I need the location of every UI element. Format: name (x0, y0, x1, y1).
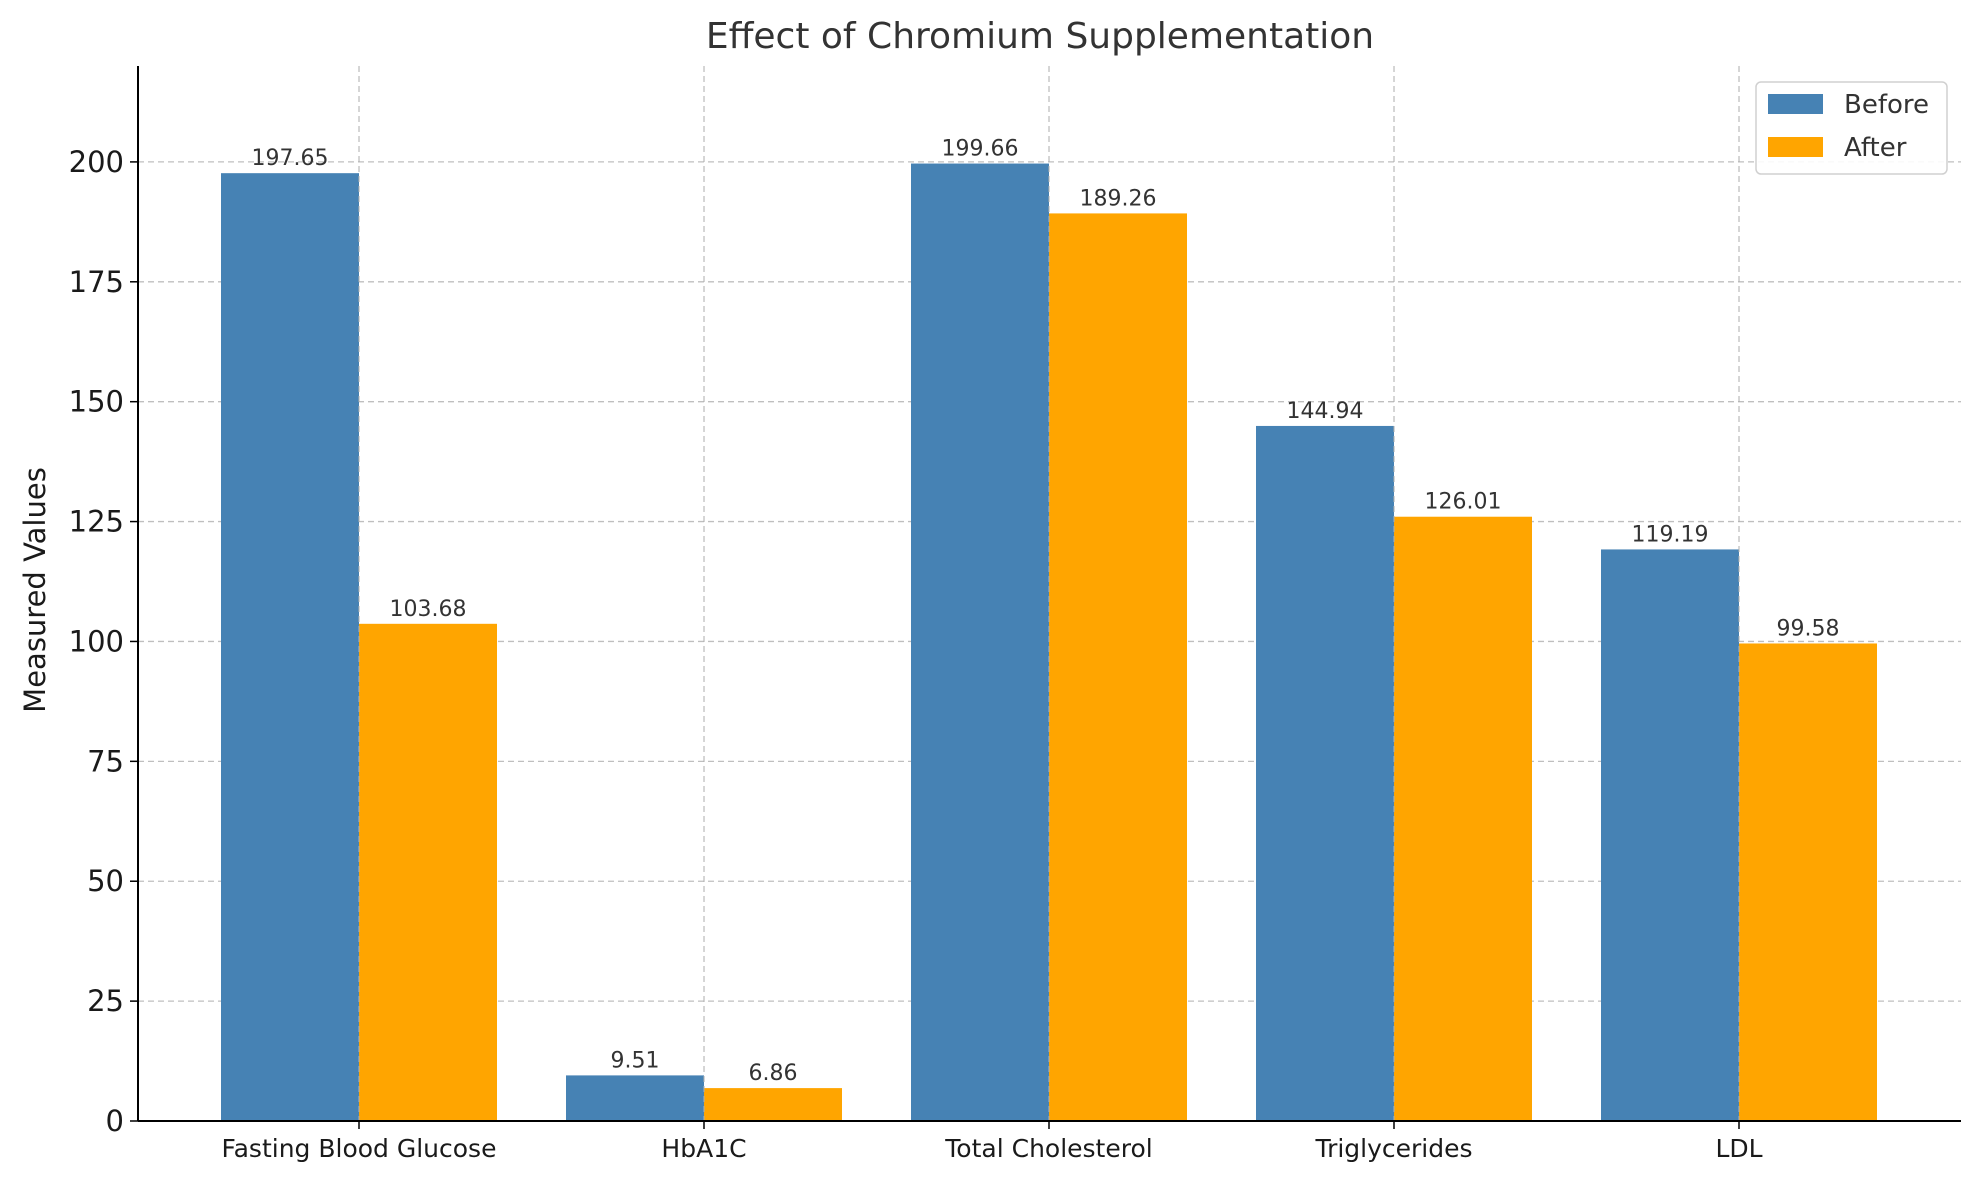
axes: 0 25 50 75 100 125 150 175 200 Fasting Blood Gluc… (69, 66, 1961, 1163)
bars (221, 163, 1877, 1122)
legend-swatch-after (1768, 137, 1823, 157)
x-tick-label: LDL (1715, 1134, 1762, 1163)
bar-before-4 (1601, 549, 1739, 1121)
data-label: 99.58 (1777, 616, 1840, 641)
bar-after-0 (359, 623, 497, 1121)
x-gridlines-overlay (358, 66, 1740, 1121)
bar-before-0 (221, 173, 359, 1121)
y-tick-label: 50 (87, 864, 124, 898)
bar-before-2 (911, 163, 1049, 1121)
bar-after-4 (1739, 643, 1877, 1121)
data-label: 103.68 (390, 597, 467, 622)
x-tick-label: Triglycerides (1314, 1134, 1472, 1163)
legend-swatch-before (1768, 94, 1823, 114)
data-label: 189.26 (1080, 186, 1157, 211)
x-tick-label: HbA1C (661, 1134, 746, 1163)
data-label: 6.86 (749, 1061, 798, 1086)
bar-before-1 (566, 1075, 704, 1121)
y-tick-label: 175 (69, 265, 124, 299)
data-label: 199.66 (942, 137, 1019, 162)
data-label: 144.94 (1287, 399, 1364, 424)
y-tick-label: 0 (106, 1104, 124, 1138)
y-axis-label: Measured Values (18, 467, 52, 713)
x-tick-label: Total Cholesterol (944, 1134, 1152, 1163)
chart-title: Effect of Chromium Supplementation (706, 16, 1374, 57)
bar-after-1 (704, 1088, 842, 1121)
bar-after-2 (1049, 213, 1187, 1121)
data-label: 197.65 (252, 146, 329, 171)
y-tick-label: 150 (69, 385, 124, 419)
y-tick-label: 75 (87, 744, 124, 778)
data-label: 119.19 (1632, 522, 1709, 547)
y-tick-label: 25 (87, 984, 124, 1018)
y-tick-label: 200 (69, 145, 124, 179)
bar-before-3 (1256, 425, 1394, 1122)
bar-after-3 (1394, 516, 1532, 1121)
data-label: 126.01 (1425, 490, 1502, 515)
y-tick-label: 125 (69, 505, 124, 539)
y-tick-label: 100 (69, 624, 124, 658)
data-label: 9.51 (611, 1048, 660, 1073)
legend: Before After (1755, 81, 1948, 175)
legend-label-before: Before (1844, 90, 1929, 120)
x-tick-label: Fasting Blood Glucose (222, 1134, 497, 1163)
legend-label-after: After (1844, 133, 1907, 163)
data-labels: 197.65 9.51 199.66 144.94 119.19 103.68 6.86 18… (252, 137, 1840, 1087)
